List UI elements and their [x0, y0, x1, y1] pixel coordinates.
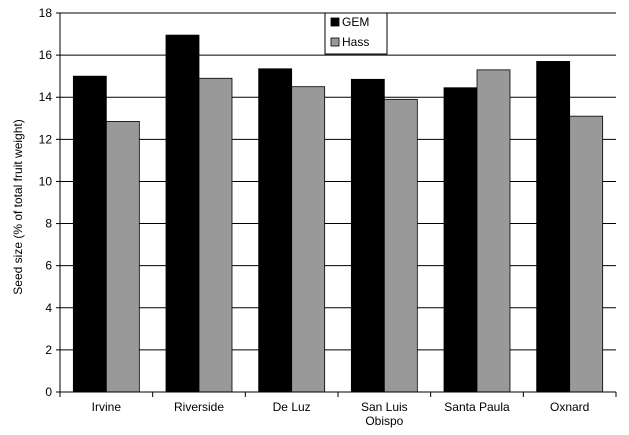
bar-gem: [258, 68, 293, 393]
x-tick-label: De Luz: [273, 400, 311, 414]
legend-swatch-hass: [330, 37, 340, 47]
y-tick-label: 0: [45, 385, 52, 399]
legend-label-gem: GEM: [342, 15, 369, 29]
y-axis-title: Seed size (% of total fruit weight): [11, 119, 25, 294]
bar-hass: [569, 115, 604, 393]
y-tick-label: 18: [39, 6, 53, 20]
bar-hass: [291, 86, 326, 393]
bar-gem: [350, 78, 385, 393]
bar-hass: [105, 121, 140, 393]
bars: [72, 34, 604, 393]
legend: GEM Hass: [324, 12, 388, 55]
x-tick-label: Santa Paula: [444, 400, 510, 414]
bar-hass: [198, 77, 233, 393]
x-tick-label: San Luis Obispo: [361, 400, 408, 428]
y-tick-label: 14: [39, 90, 53, 104]
bar-gem: [536, 61, 571, 393]
axes: [59, 13, 617, 397]
bar-gem: [165, 34, 200, 393]
bar-gem: [443, 87, 478, 393]
x-tick-label: Riverside: [174, 400, 224, 414]
y-tick-labels: 0 2 4 6 8 10 12 14 16 18: [39, 6, 60, 399]
legend-swatch-gem: [330, 17, 340, 27]
y-tick-label: 10: [39, 174, 53, 188]
y-tick-label: 16: [39, 48, 53, 62]
legend-label-hass: Hass: [342, 35, 369, 49]
y-tick-label: 6: [45, 259, 52, 273]
bar-gem: [72, 75, 107, 393]
y-tick-label: 2: [45, 343, 52, 357]
x-tick-label: Oxnard: [550, 400, 589, 414]
y-tick-label: 12: [39, 132, 53, 146]
x-tick-label: Irvine: [92, 400, 122, 414]
y-tick-label: 4: [45, 301, 52, 315]
bar-hass: [476, 69, 511, 393]
bar-hass: [383, 98, 418, 393]
gridlines: [60, 12, 616, 351]
x-tick-labels: Irvine Riverside De Luz San Luis Obispo Santa…: [92, 400, 590, 428]
y-tick-label: 8: [45, 217, 52, 231]
